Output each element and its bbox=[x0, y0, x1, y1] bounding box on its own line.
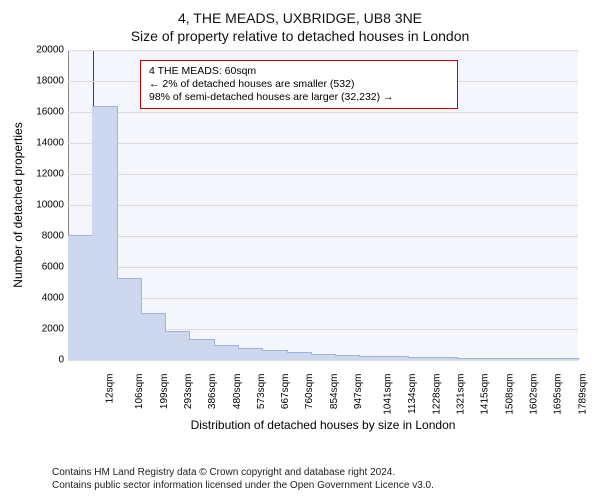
gridline bbox=[68, 360, 578, 361]
y-tick-label: 20000 bbox=[36, 45, 68, 56]
histogram-bar bbox=[287, 352, 312, 360]
y-tick-label: 4000 bbox=[42, 293, 68, 304]
x-tick-label: 386sqm bbox=[207, 374, 218, 410]
gridline bbox=[68, 298, 578, 299]
histogram-bar bbox=[311, 354, 336, 360]
histogram-bar bbox=[529, 358, 554, 360]
y-tick-label: 12000 bbox=[36, 169, 68, 180]
x-tick-label: 293sqm bbox=[183, 374, 194, 410]
x-tick-label: 573sqm bbox=[256, 374, 267, 410]
callout-line-3: 98% of semi-detached houses are larger (… bbox=[149, 91, 449, 104]
y-tick-label: 6000 bbox=[42, 262, 68, 273]
histogram-bar bbox=[68, 235, 93, 360]
histogram-bar bbox=[92, 106, 117, 360]
y-tick-label: 18000 bbox=[36, 76, 68, 87]
histogram-bar bbox=[117, 278, 142, 360]
histogram-bar bbox=[457, 358, 482, 360]
gridline bbox=[68, 205, 578, 206]
y-tick-label: 14000 bbox=[36, 138, 68, 149]
histogram-bar bbox=[335, 355, 360, 360]
x-tick-label: 1602sqm bbox=[529, 374, 540, 415]
x-tick-label: 199sqm bbox=[159, 374, 170, 410]
x-tick-label: 480sqm bbox=[232, 374, 243, 410]
histogram-bar bbox=[432, 357, 457, 360]
x-tick-label: 1508sqm bbox=[504, 374, 515, 415]
histogram-bar bbox=[408, 357, 433, 360]
chart-title-line1: 4, THE MEADS, UXBRIDGE, UB8 3NE bbox=[0, 0, 600, 26]
attribution-line-1: Contains HM Land Registry data © Crown c… bbox=[52, 466, 434, 479]
callout-box: 4 THE MEADS: 60sqm ← 2% of detached hous… bbox=[140, 60, 458, 109]
x-tick-label: 12sqm bbox=[105, 374, 116, 404]
x-tick-label: 760sqm bbox=[305, 374, 316, 410]
x-tick-label: 1415sqm bbox=[480, 374, 491, 415]
histogram-bar bbox=[384, 356, 409, 360]
histogram-bar bbox=[505, 358, 530, 360]
gridline bbox=[68, 50, 578, 51]
gridline bbox=[68, 143, 578, 144]
gridline bbox=[68, 236, 578, 237]
y-tick-label: 10000 bbox=[36, 200, 68, 211]
x-tick-label: 1789sqm bbox=[577, 374, 588, 415]
x-tick-label: 854sqm bbox=[329, 374, 340, 410]
histogram-bar bbox=[554, 358, 579, 360]
x-tick-label: 1321sqm bbox=[456, 374, 467, 415]
attribution-line-2: Contains public sector information licen… bbox=[52, 479, 434, 492]
histogram-bar bbox=[238, 348, 263, 360]
histogram-bar bbox=[262, 350, 287, 360]
attribution-text: Contains HM Land Registry data © Crown c… bbox=[52, 466, 434, 492]
gridline bbox=[68, 267, 578, 268]
x-axis-title: Distribution of detached houses by size … bbox=[191, 418, 456, 432]
chart-title-line2: Size of property relative to detached ho… bbox=[0, 26, 600, 44]
y-tick-label: 2000 bbox=[42, 324, 68, 335]
y-tick-label: 8000 bbox=[42, 231, 68, 242]
y-tick-label: 0 bbox=[58, 355, 68, 366]
histogram-bar bbox=[165, 331, 190, 360]
x-tick-label: 1228sqm bbox=[431, 374, 442, 415]
x-tick-label: 947sqm bbox=[353, 374, 364, 410]
histogram-bar bbox=[481, 358, 506, 360]
x-tick-label: 1134sqm bbox=[406, 374, 417, 414]
x-tick-label: 106sqm bbox=[135, 374, 146, 410]
histogram-bar bbox=[189, 339, 214, 360]
histogram-bar bbox=[359, 356, 384, 360]
gridline bbox=[68, 174, 578, 175]
x-tick-label: 1695sqm bbox=[553, 374, 564, 415]
callout-line-2: ← 2% of detached houses are smaller (532… bbox=[149, 78, 449, 91]
callout-line-1: 4 THE MEADS: 60sqm bbox=[149, 65, 449, 78]
x-tick-label: 1041sqm bbox=[383, 374, 394, 415]
histogram-bar bbox=[214, 345, 239, 360]
gridline bbox=[68, 112, 578, 113]
y-tick-label: 16000 bbox=[36, 107, 68, 118]
histogram-bar bbox=[141, 313, 166, 361]
x-tick-label: 667sqm bbox=[280, 374, 291, 410]
y-axis-title: Number of detached properties bbox=[11, 122, 25, 287]
